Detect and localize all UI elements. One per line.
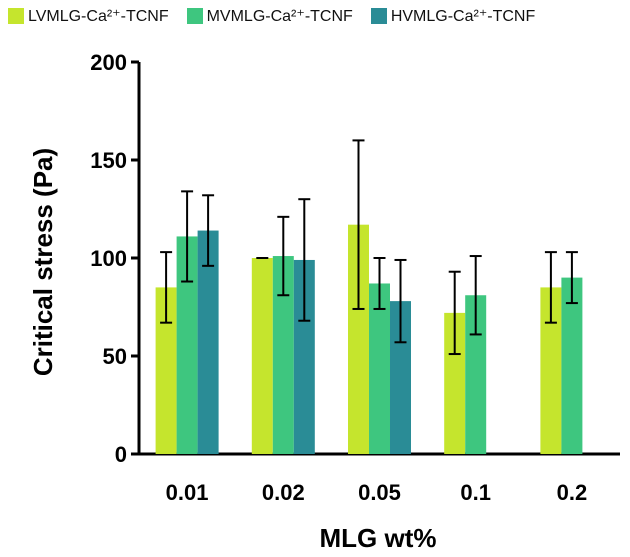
legend-swatch — [370, 8, 387, 24]
legend-swatch — [8, 8, 24, 24]
bar — [390, 301, 411, 454]
error-bars — [160, 139, 578, 356]
legend-item: MVMLG-Ca²⁺-TCNF — [186, 6, 353, 26]
bar — [251, 258, 273, 454]
y-tick-label: 50 — [103, 344, 127, 369]
legend-label: MVMLG-Ca²⁺-TCNF — [206, 8, 353, 25]
bar — [176, 236, 198, 454]
legend-item: LVMLG-Ca²⁺-TCNF — [8, 6, 169, 26]
bar — [272, 256, 294, 454]
bar — [197, 230, 219, 454]
y-tick-label: 100 — [90, 246, 127, 271]
bar — [293, 259, 315, 454]
y-axis-title: Critical stress (Pa) — [28, 148, 58, 376]
y-tick-label: 200 — [90, 50, 127, 75]
bar — [369, 283, 390, 454]
legend-item: HVMLG-Ca²⁺-TCNF — [370, 6, 536, 26]
x-tick-label: 0.1 — [460, 480, 491, 505]
bar — [540, 287, 562, 454]
bar — [444, 312, 466, 454]
legend-label: LVMLG-Ca²⁺-TCNF — [28, 8, 169, 25]
x-tick-label: 0.01 — [166, 480, 209, 505]
axes: 0 50 100 150 200 0.01 0.02 0.05 0.1 0.2 — [90, 50, 620, 505]
y-tick-label: 0 — [115, 442, 127, 467]
bars — [155, 224, 583, 454]
y-tick-label: 150 — [90, 148, 127, 173]
bar — [561, 277, 583, 454]
x-tick-label: 0.02 — [262, 480, 305, 505]
x-tick-label: 0.2 — [557, 480, 588, 505]
bar — [348, 224, 369, 454]
x-axis-title: MLG wt% — [320, 523, 437, 553]
legend-label: HVMLG-Ca²⁺-TCNF — [390, 8, 536, 25]
bar — [155, 287, 177, 454]
x-tick-label: 0.05 — [358, 480, 401, 505]
legend-swatch — [186, 8, 203, 24]
legend: LVMLG-Ca²⁺-TCNF MVMLG-Ca²⁺-TCNF HVMLG-Ca²⁺… — [8, 6, 553, 26]
